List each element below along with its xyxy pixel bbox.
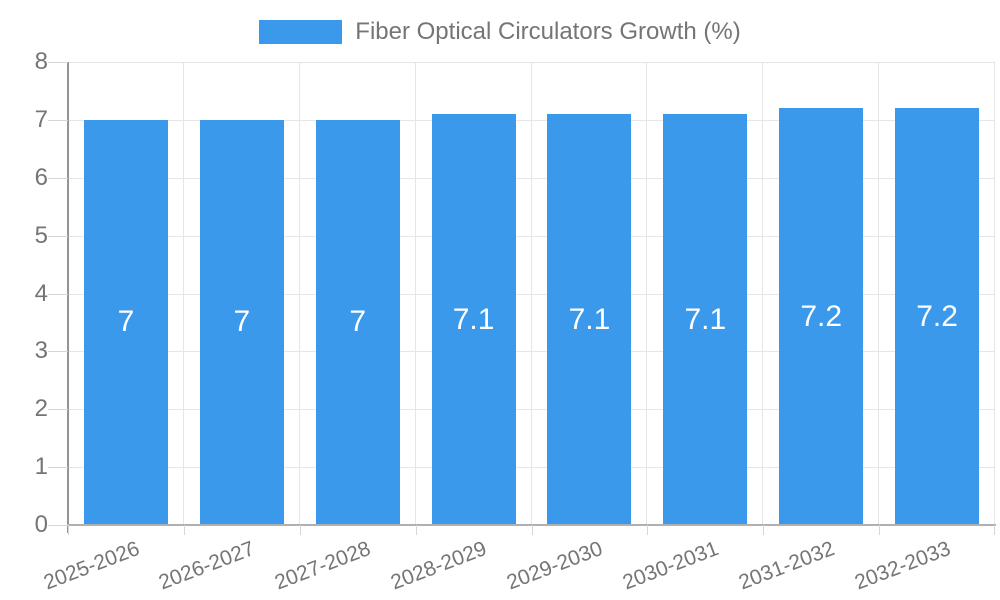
legend: Fiber Optical Circulators Growth (%) xyxy=(0,18,1000,46)
x-category-label: 2025-2026 xyxy=(40,537,143,595)
gridline-v xyxy=(878,62,880,525)
gridline-h xyxy=(68,409,995,411)
gridline-v xyxy=(414,62,416,525)
y-tick-mark xyxy=(48,409,68,411)
x-tick-mark xyxy=(763,525,765,535)
x-tick-mark xyxy=(531,525,533,535)
bar-2028-2029: 7.1 xyxy=(431,114,516,525)
x-tick-mark xyxy=(647,525,649,535)
gridline-h xyxy=(68,62,995,63)
y-tick-label: 0 xyxy=(34,511,48,538)
x-tick-mark xyxy=(415,525,417,535)
x-tick-mark xyxy=(183,525,185,535)
x-category-label: 2032-2033 xyxy=(851,537,954,595)
y-tick-label: 7 xyxy=(34,105,48,133)
x-tick-mark xyxy=(299,525,301,535)
y-tick-label: 3 xyxy=(34,337,48,365)
gridline-h xyxy=(68,235,995,237)
gridline-h xyxy=(68,351,995,353)
bar-value-label: 7.1 xyxy=(684,302,727,336)
x-tick-mark xyxy=(68,525,69,535)
bar-value-label: 7.2 xyxy=(916,299,958,333)
y-tick-mark xyxy=(48,351,68,353)
gridline-v xyxy=(530,62,532,525)
y-tick-mark xyxy=(48,525,68,526)
gridline-v xyxy=(994,62,995,525)
bar-2032-2033: 7.2 xyxy=(895,108,980,525)
bar-2026-2027: 7 xyxy=(199,119,284,525)
bar-value-label: 7 xyxy=(349,305,367,339)
y-tick-mark xyxy=(48,62,68,63)
x-category-label: 2029-2030 xyxy=(503,537,606,595)
gridline-v xyxy=(182,62,184,525)
gridline-h xyxy=(68,119,995,121)
x-category-label: 2028-2029 xyxy=(387,537,490,595)
x-category-label: 2030-2031 xyxy=(619,537,722,595)
y-tick-label: 8 xyxy=(34,48,48,75)
legend-label: Fiber Optical Circulators Growth (%) xyxy=(355,18,741,45)
x-tick-mark xyxy=(994,525,995,535)
gridline-h xyxy=(68,467,995,469)
gridline-v xyxy=(762,62,764,525)
gridline-h xyxy=(68,177,995,179)
bar-value-label: 7.1 xyxy=(568,302,611,336)
y-tick-label: 2 xyxy=(34,395,48,423)
y-tick-mark xyxy=(48,467,68,469)
x-tick-mark xyxy=(879,525,881,535)
bar-2031-2032: 7.2 xyxy=(779,108,864,525)
x-category-label: 2027-2028 xyxy=(271,537,374,595)
y-tick-label: 1 xyxy=(34,453,48,481)
bar-2029-2030: 7.1 xyxy=(547,114,632,525)
y-tick-mark xyxy=(48,177,68,179)
bar-2027-2028: 7 xyxy=(315,119,400,525)
y-tick-mark xyxy=(48,119,68,121)
gridline-h xyxy=(68,293,995,295)
bar-2025-2026: 7 xyxy=(83,119,168,525)
gridline-v xyxy=(646,62,648,525)
x-category-label: 2031-2032 xyxy=(735,537,838,595)
y-tick-mark xyxy=(48,235,68,237)
bar-value-label: 7.1 xyxy=(452,302,495,336)
legend-swatch xyxy=(259,20,343,44)
bar-value-label: 7 xyxy=(233,305,251,339)
bar-value-label: 7 xyxy=(117,305,135,339)
bar-2030-2031: 7.1 xyxy=(663,114,748,525)
y-tick-mark xyxy=(48,293,68,295)
y-tick-label: 6 xyxy=(34,163,48,191)
y-axis-line xyxy=(67,62,69,533)
bar-value-label: 7.2 xyxy=(800,299,843,333)
gridline-v xyxy=(298,62,300,525)
plot-area: 7 7 7 7.1 7.1 7.1 7.2 7.2 xyxy=(68,62,995,525)
y-tick-label: 5 xyxy=(34,221,48,249)
y-tick-label: 4 xyxy=(34,279,48,307)
x-category-label: 2026-2027 xyxy=(156,537,259,595)
